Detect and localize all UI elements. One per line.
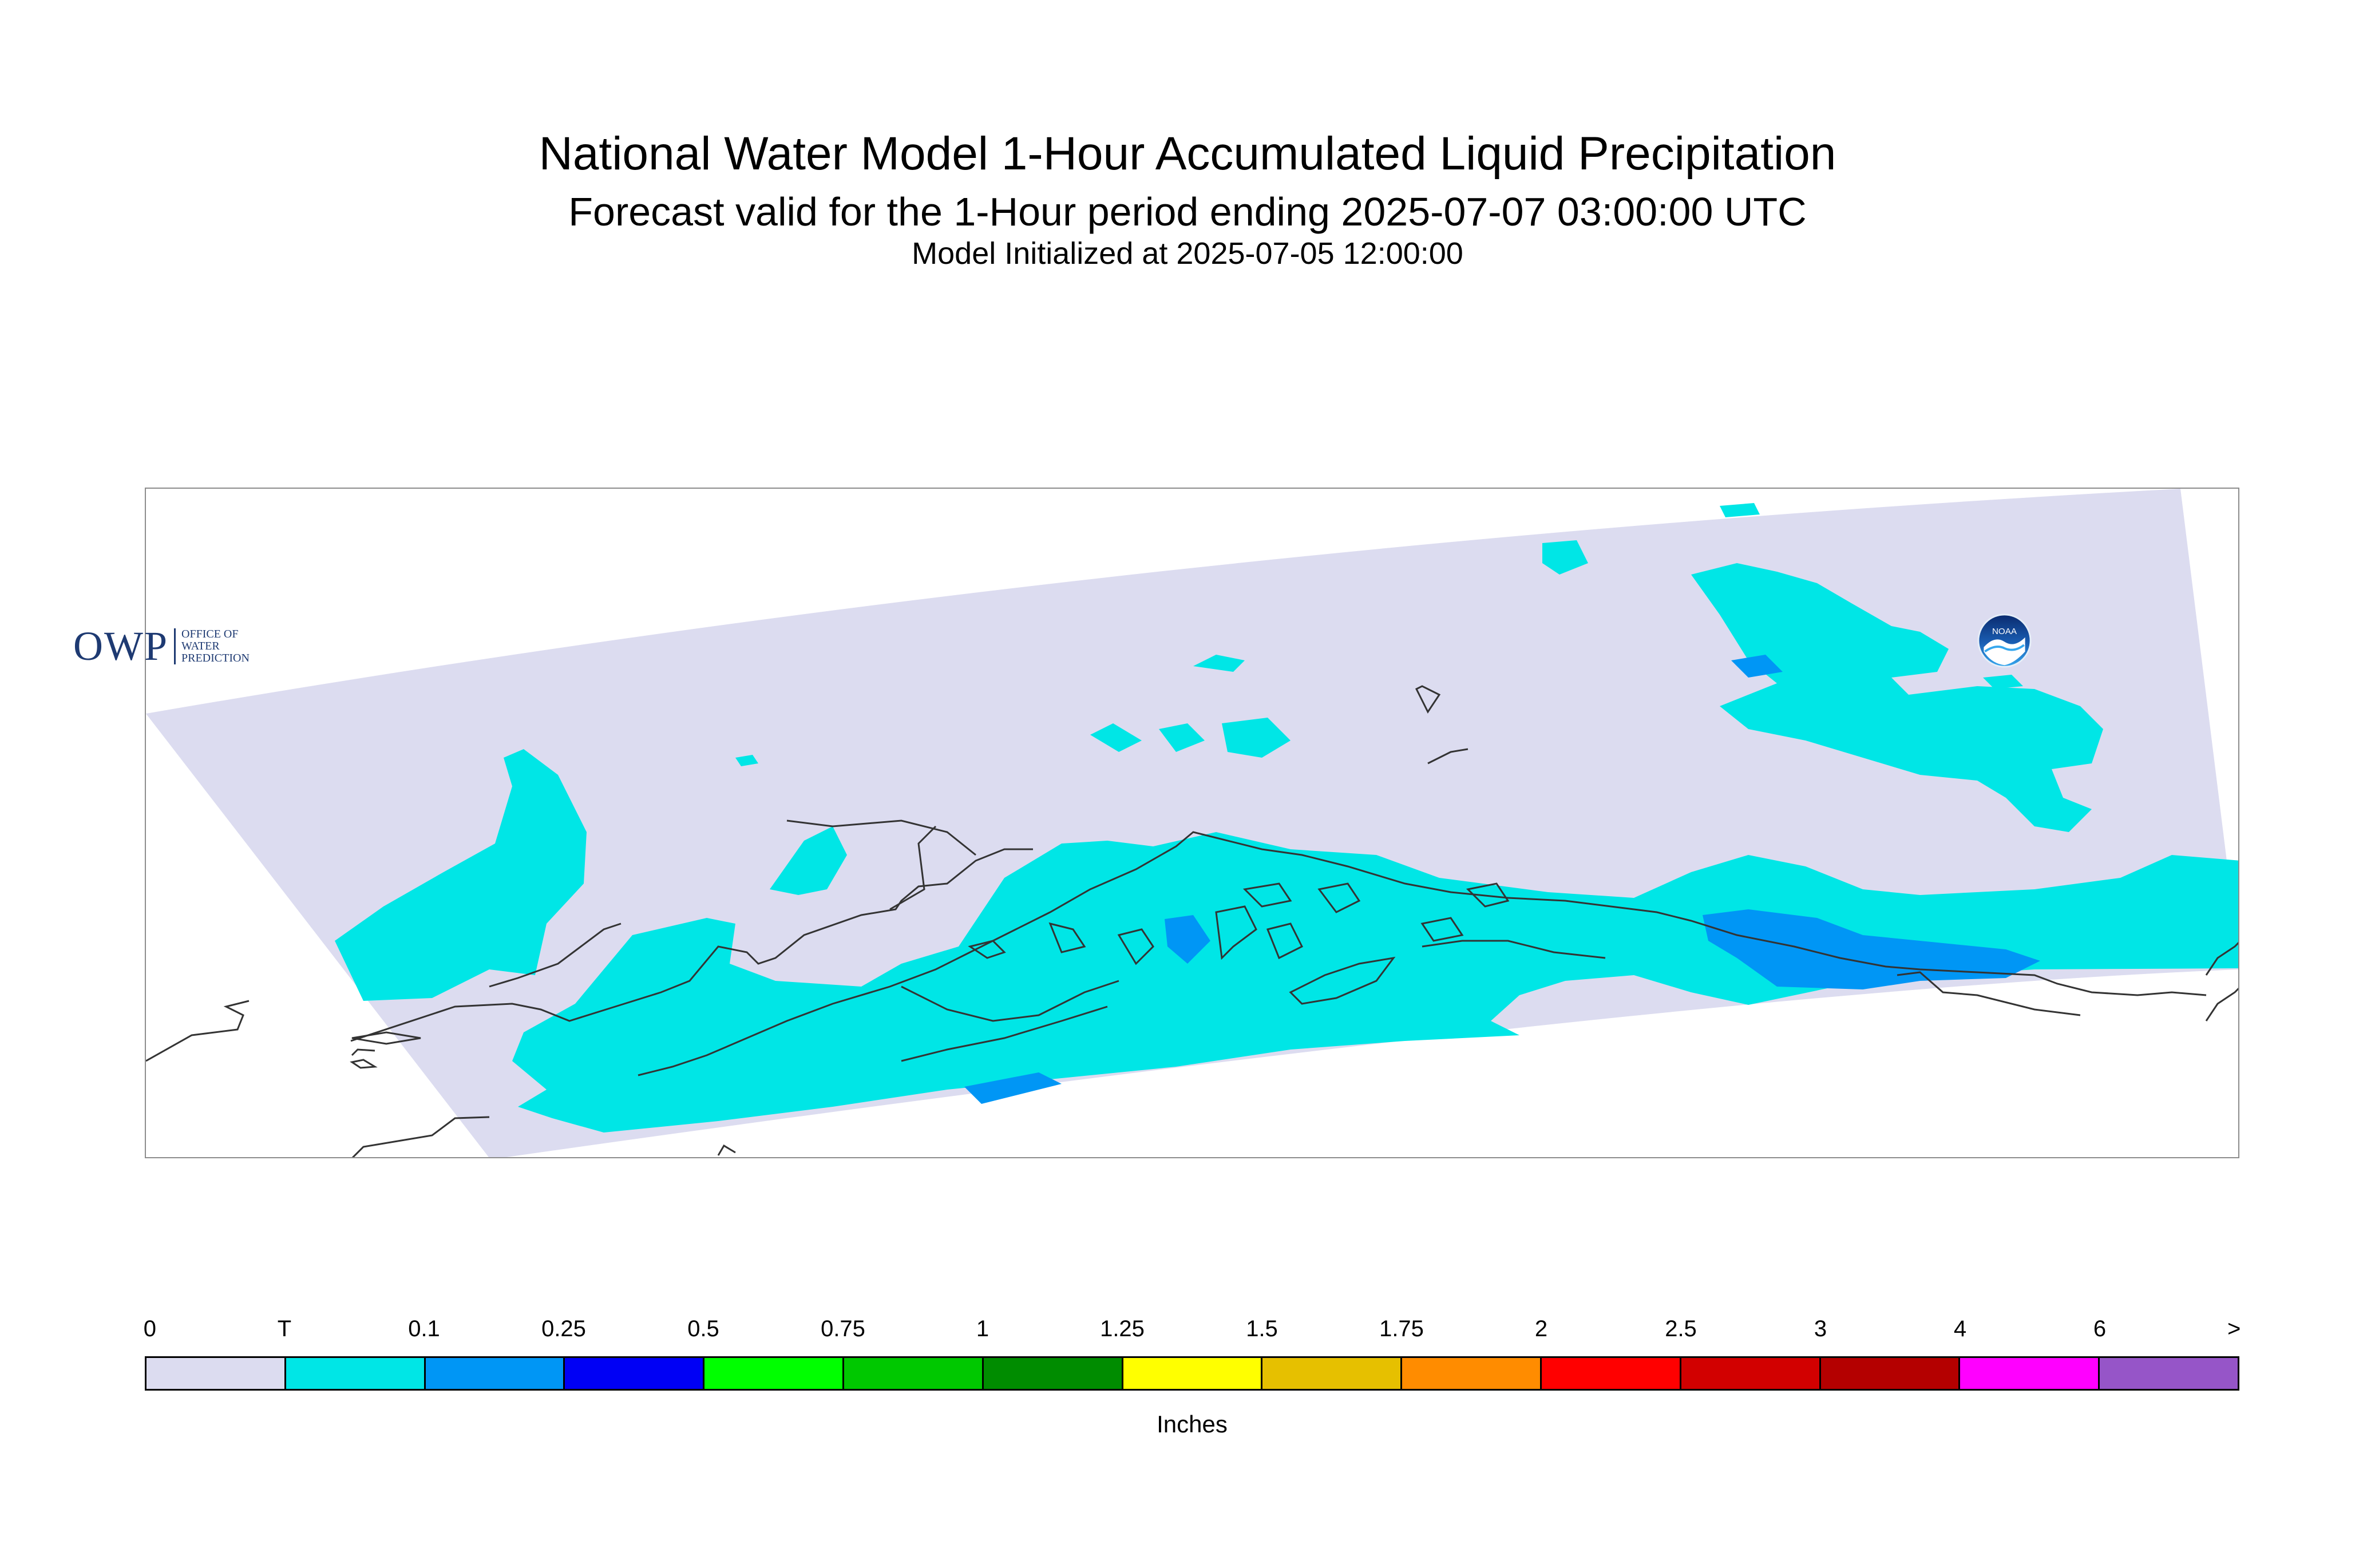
legend-unit-label: Inches bbox=[1157, 1411, 1228, 1438]
coastlines bbox=[146, 685, 2238, 1157]
precip-moderate-areas bbox=[964, 655, 2040, 1104]
coastline bbox=[351, 1116, 490, 1157]
legend-tick-label: 0.1 bbox=[408, 1316, 440, 1341]
precip-area bbox=[1222, 718, 1291, 758]
map-frame bbox=[145, 488, 2239, 1158]
owp-logo-text: OWP bbox=[73, 623, 168, 669]
precip-area bbox=[335, 749, 587, 1001]
forecast-subtitle: Forecast valid for the 1-Hour period end… bbox=[568, 189, 1807, 234]
legend-swatch bbox=[286, 1358, 426, 1389]
coastline bbox=[1427, 748, 1468, 765]
owp-sub-line: WATER bbox=[181, 640, 220, 652]
coastline bbox=[350, 1059, 378, 1069]
coastline bbox=[717, 1144, 736, 1156]
precip-area bbox=[770, 826, 847, 895]
precip-map bbox=[146, 489, 2238, 1157]
legend-tick-label: 0.75 bbox=[821, 1316, 865, 1341]
legend-swatch bbox=[1681, 1358, 1821, 1389]
color-legend: 0 T 0.1 0.25 0.5 0.75 1 1.25 1.5 1.75 2 2.5 3 4 6 > Inc… bbox=[143, 1316, 2241, 1459]
legend-swatch bbox=[425, 1358, 565, 1389]
coastline bbox=[351, 1048, 375, 1056]
legend-tick-label: 0 bbox=[143, 1316, 157, 1341]
coastline bbox=[489, 922, 622, 988]
legend-tick-label: 4 bbox=[1953, 1316, 1967, 1341]
coastline bbox=[889, 825, 937, 910]
precip-area bbox=[2034, 806, 2063, 823]
precip-area bbox=[1703, 909, 2040, 989]
precip-area bbox=[1691, 563, 2103, 832]
legend-tick-label: 6 bbox=[2093, 1316, 2107, 1341]
precip-area bbox=[1542, 540, 1588, 575]
legend-swatch bbox=[1820, 1358, 1961, 1389]
legend-swatch bbox=[1402, 1358, 1542, 1389]
precip-area bbox=[1165, 915, 1210, 964]
coastline bbox=[1897, 971, 2081, 1016]
coastline bbox=[638, 831, 2207, 1076]
coastline bbox=[2205, 941, 2238, 976]
coastline bbox=[1289, 956, 1396, 1005]
legend-swatch bbox=[704, 1358, 844, 1389]
main-title: National Water Model 1-Hour Accumulated … bbox=[539, 128, 1836, 180]
legend-tick-label: T bbox=[277, 1316, 292, 1341]
coastline bbox=[350, 848, 1033, 1042]
coastline bbox=[2205, 987, 2238, 1021]
coastline bbox=[1242, 882, 1292, 908]
precip-area bbox=[964, 1072, 1062, 1104]
legend-swatch bbox=[1960, 1358, 2100, 1389]
legend-swatch bbox=[1262, 1358, 1403, 1389]
coastline bbox=[1420, 917, 1464, 942]
legend-swatch bbox=[565, 1358, 705, 1389]
noaa-logo-text: NOAA bbox=[1992, 627, 2017, 636]
legend-tick-label: 2.5 bbox=[1665, 1316, 1697, 1341]
coastline bbox=[1466, 882, 1510, 908]
precip-area bbox=[1090, 723, 1142, 752]
legend-tick-label: 3 bbox=[1814, 1316, 1827, 1341]
owp-logo-subtext: OFFICE OF WATER PREDICTION bbox=[174, 628, 250, 664]
coastline bbox=[1422, 940, 1606, 959]
init-subtitle: Model Initialized at 2025-07-05 12:00:00 bbox=[912, 236, 1463, 271]
legend-tick-label: 1.75 bbox=[1379, 1316, 1424, 1341]
coastline bbox=[1117, 928, 1154, 965]
legend-tick-label: 0.5 bbox=[687, 1316, 719, 1341]
precip-area bbox=[1720, 503, 1760, 517]
coastline bbox=[1317, 882, 1361, 913]
coastline bbox=[1266, 922, 1304, 960]
owp-sub-line: OFFICE OF bbox=[181, 628, 239, 640]
precip-area bbox=[735, 755, 758, 766]
legend-swatch bbox=[147, 1358, 286, 1389]
legend-tick-label: 1 bbox=[976, 1316, 989, 1341]
legend-swatch bbox=[1541, 1358, 1681, 1389]
coastline bbox=[901, 1005, 1108, 1062]
legend-tick-label: 1.5 bbox=[1246, 1316, 1278, 1341]
precip-area bbox=[1193, 655, 1245, 672]
coastline bbox=[1415, 685, 1441, 714]
coastline bbox=[1215, 905, 1257, 960]
noaa-emblem-icon: NOAA bbox=[1977, 613, 2032, 668]
coastline bbox=[786, 819, 976, 856]
coastline bbox=[146, 1000, 250, 1062]
legend-swatch bbox=[2100, 1358, 2238, 1389]
owp-logo: OWP OFFICE OF WATER PREDICTION bbox=[73, 623, 250, 670]
precip-area bbox=[1983, 675, 2023, 689]
coastline bbox=[1048, 922, 1086, 953]
coastline bbox=[351, 1031, 421, 1045]
legend-color-bar bbox=[145, 1356, 2239, 1391]
coastline bbox=[901, 980, 1119, 1022]
precip-light-areas bbox=[335, 503, 2238, 1133]
coastline bbox=[968, 940, 1006, 959]
legend-tick-label: 2 bbox=[1534, 1316, 1548, 1341]
owp-sub-line: PREDICTION bbox=[181, 652, 250, 664]
legend-swatch bbox=[983, 1358, 1123, 1389]
legend-swatch bbox=[1123, 1358, 1263, 1389]
legend-swatch bbox=[844, 1358, 984, 1389]
precip-area bbox=[512, 832, 2238, 1133]
legend-tick-label: > bbox=[2227, 1316, 2241, 1341]
precip-area bbox=[1731, 655, 1783, 678]
legend-tick-label: 1.25 bbox=[1100, 1316, 1145, 1341]
legend-tick-label: 0.25 bbox=[541, 1316, 586, 1341]
precip-area bbox=[1159, 723, 1205, 752]
